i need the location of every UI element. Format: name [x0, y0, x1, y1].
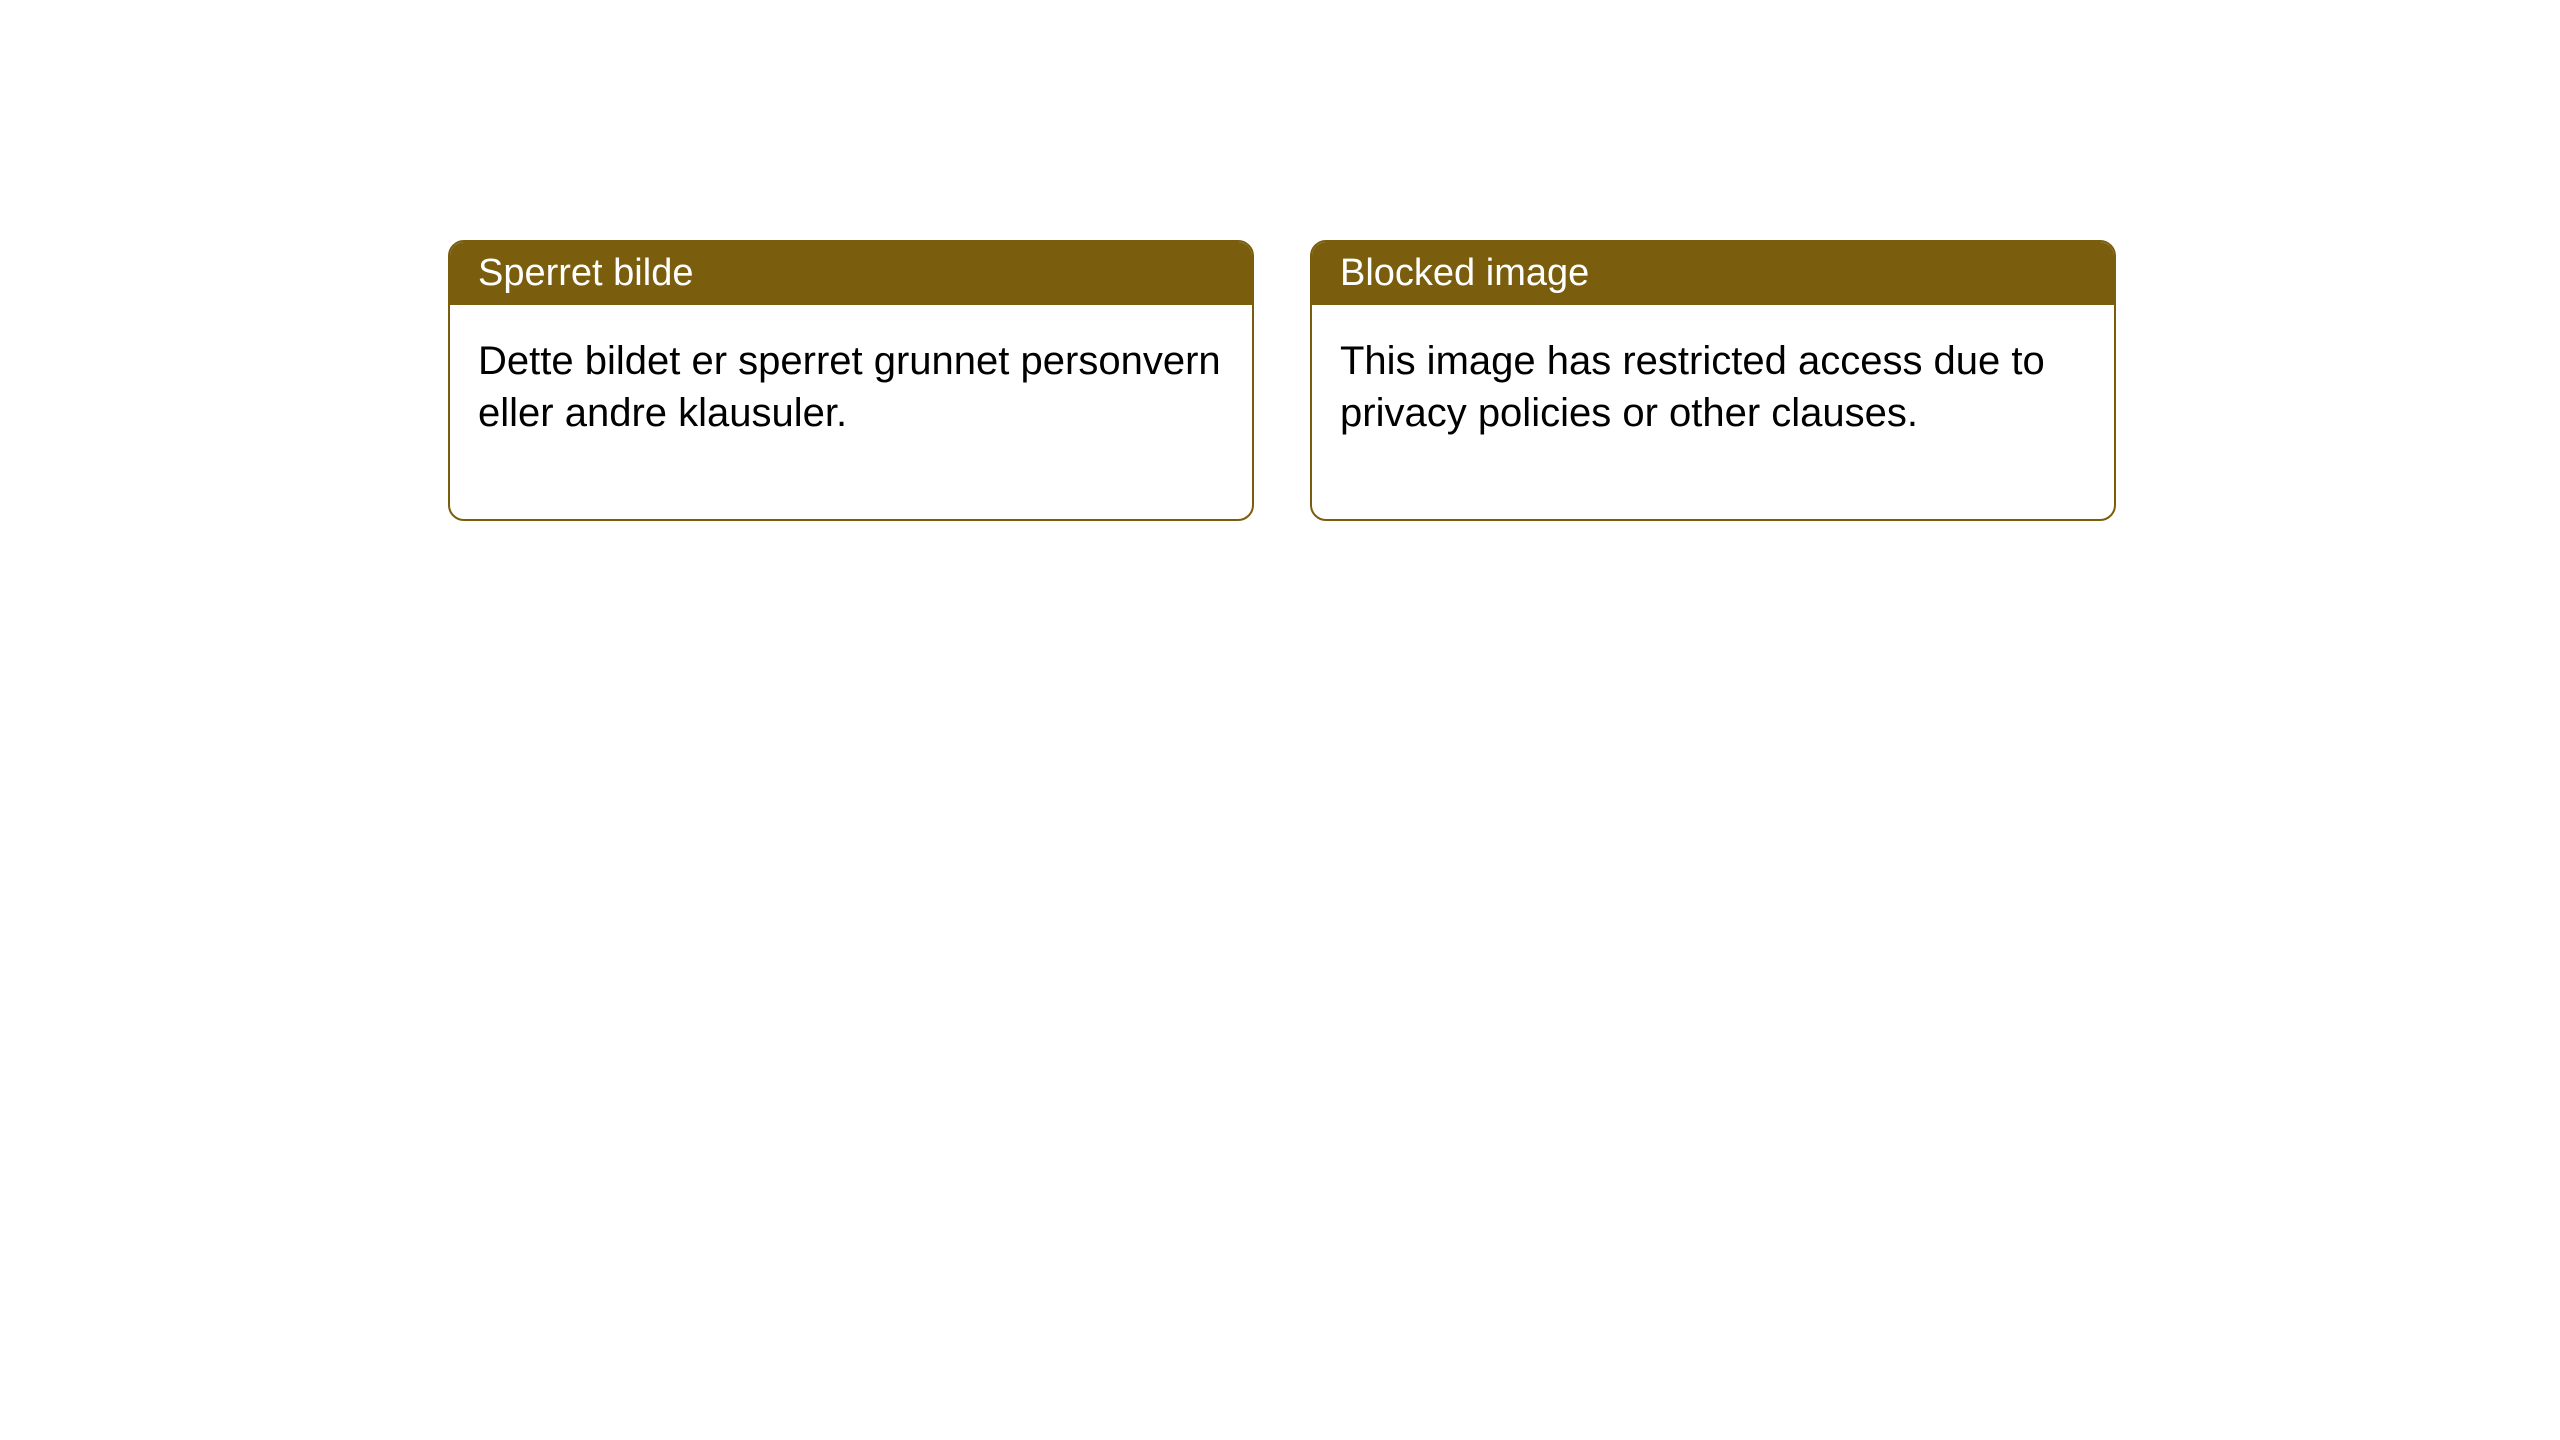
notice-title-no: Sperret bilde — [450, 242, 1252, 305]
notice-container: Sperret bilde Dette bildet er sperret gr… — [448, 240, 2116, 521]
notice-card-en: Blocked image This image has restricted … — [1310, 240, 2116, 521]
notice-title-en: Blocked image — [1312, 242, 2114, 305]
notice-body-no: Dette bildet er sperret grunnet personve… — [450, 305, 1252, 519]
notice-body-en: This image has restricted access due to … — [1312, 305, 2114, 519]
notice-card-no: Sperret bilde Dette bildet er sperret gr… — [448, 240, 1254, 521]
